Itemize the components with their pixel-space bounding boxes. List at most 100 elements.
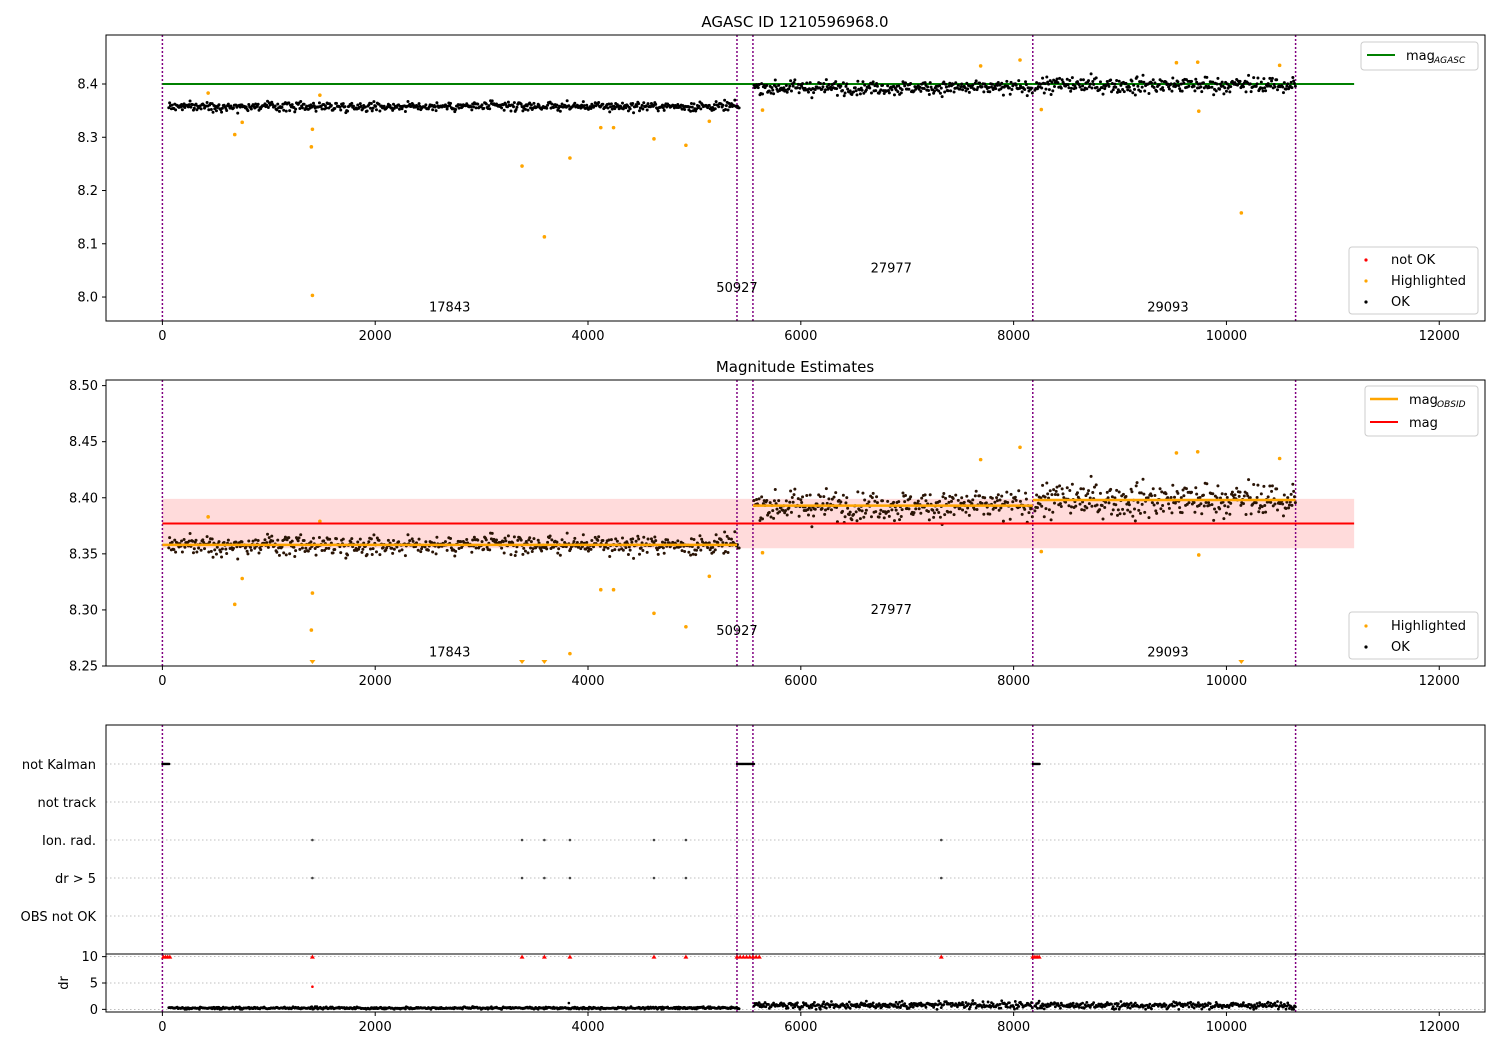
ok-point — [1143, 510, 1147, 514]
ok-point — [1122, 512, 1126, 516]
ok-point — [974, 79, 978, 83]
ok-point — [1293, 82, 1297, 86]
dr-point — [903, 1002, 907, 1005]
ok-point — [1069, 511, 1073, 515]
ok-point — [540, 549, 544, 553]
ok-point — [645, 550, 649, 554]
dr-point — [991, 1002, 995, 1006]
ok-point — [1150, 501, 1154, 505]
ok-point — [411, 539, 415, 543]
ok-point — [841, 493, 845, 497]
ok-point — [841, 509, 845, 513]
highlighted-point — [1277, 63, 1282, 68]
ok-point — [1224, 89, 1228, 93]
ok-point — [818, 81, 822, 85]
observation-label: 50927 — [716, 624, 757, 639]
ok-point — [1211, 80, 1215, 84]
dr-point — [737, 1007, 741, 1011]
ok-point — [1292, 489, 1296, 493]
ok-point — [488, 107, 492, 111]
ok-point — [369, 101, 373, 105]
ok-point — [939, 86, 943, 90]
ok-point — [954, 493, 958, 497]
dr-point — [1200, 1007, 1204, 1011]
ok-point — [179, 105, 183, 109]
highlighted-point — [707, 574, 712, 579]
ok-point — [825, 85, 829, 89]
x-tick-label: 2000 — [359, 674, 392, 689]
ok-point — [620, 101, 624, 105]
ok-point — [796, 82, 800, 86]
ok-point — [861, 491, 865, 495]
ok-point — [391, 551, 395, 555]
y-tick-label: 8.50 — [69, 379, 98, 394]
mag-obsid-legend-label: mag — [1409, 393, 1438, 408]
highlighted-legend-label: Highlighted — [1391, 619, 1466, 634]
ok-point — [1067, 504, 1071, 508]
ok-point — [191, 551, 195, 555]
ok-point — [1218, 82, 1222, 86]
ok-point — [789, 489, 793, 493]
ok-point — [532, 537, 536, 541]
ok-point — [1147, 91, 1151, 95]
ok-point — [344, 556, 348, 560]
ok-point — [848, 89, 852, 93]
ok-point — [707, 541, 711, 545]
ok-point — [504, 539, 508, 543]
dr-point — [1116, 1004, 1119, 1008]
ok-point — [774, 85, 778, 89]
ok-point — [170, 540, 174, 544]
ok-point — [949, 499, 953, 503]
ok-point — [1023, 507, 1027, 511]
ok-point — [861, 80, 865, 84]
flag-row-label: not track — [37, 796, 96, 811]
ok-point — [341, 102, 345, 106]
flag-point — [520, 838, 524, 842]
ok-point — [761, 92, 765, 96]
ok-point — [1150, 81, 1154, 85]
ok-point — [839, 84, 843, 88]
ok-point — [487, 104, 491, 108]
dr-point — [864, 999, 868, 1003]
ok-point — [317, 535, 321, 539]
ok-point — [996, 493, 1000, 497]
ok-point — [612, 104, 616, 108]
ok-point — [964, 89, 968, 93]
ok-point — [1152, 85, 1156, 89]
dr-point — [1173, 1004, 1176, 1008]
ok-point — [870, 496, 874, 500]
ok-point — [822, 495, 826, 499]
ok-point — [980, 85, 984, 89]
ok-point — [1212, 518, 1216, 522]
ok-point — [1222, 92, 1226, 96]
flag-point — [684, 876, 688, 880]
ok-point — [287, 536, 291, 540]
ok-point — [1288, 500, 1292, 504]
ok-point — [928, 81, 932, 85]
dr-capped-marker — [753, 954, 759, 959]
ok-point — [1291, 76, 1295, 80]
ok-point — [881, 499, 885, 503]
ok-point — [1218, 507, 1222, 511]
ok-point — [370, 109, 374, 113]
ok-point — [1207, 501, 1211, 505]
ok-point — [825, 501, 829, 505]
dr-point — [1030, 1001, 1033, 1004]
ok-point — [1024, 497, 1028, 501]
ok-point — [579, 547, 583, 551]
ok-point — [1056, 81, 1060, 85]
x-tick-label: 8000 — [997, 1020, 1030, 1035]
ok-point — [300, 106, 304, 110]
ok-point — [824, 508, 828, 512]
ok-point — [1001, 519, 1005, 523]
dr-point — [1208, 1002, 1212, 1006]
dr-point — [1081, 1001, 1084, 1005]
dr-point — [942, 1003, 946, 1006]
ok-point — [1190, 490, 1194, 494]
ok-point — [640, 541, 644, 545]
ok-point — [632, 111, 636, 115]
ok-point — [1110, 512, 1114, 516]
highlighted-point — [598, 587, 603, 592]
ok-point — [716, 541, 720, 545]
dr-point — [980, 1005, 984, 1009]
